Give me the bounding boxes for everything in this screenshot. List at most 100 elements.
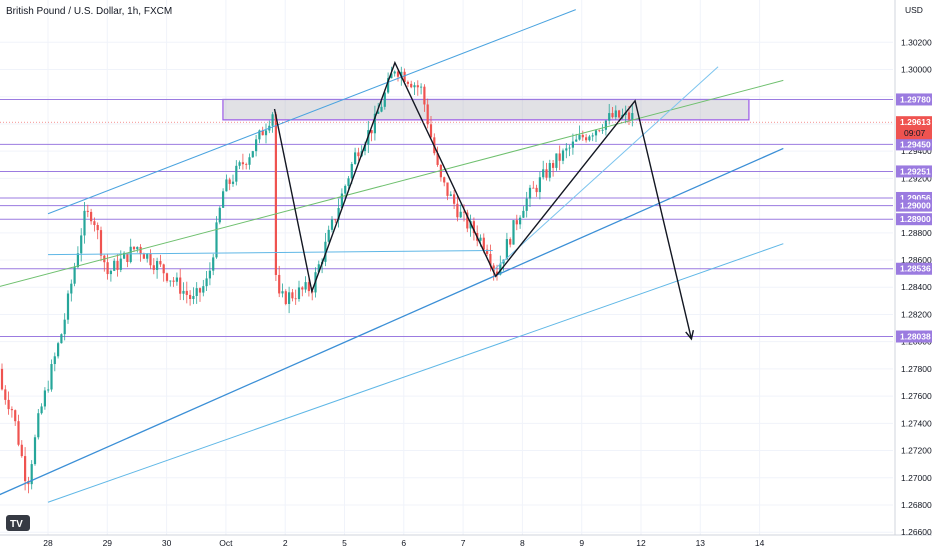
time-tick: Oct	[219, 538, 233, 548]
pattern-zigzag[interactable]	[273, 60, 693, 340]
candle-body	[195, 288, 198, 297]
candle-body	[505, 239, 508, 260]
candle-body	[159, 261, 162, 265]
candle-body	[93, 221, 96, 226]
candle-body	[548, 163, 551, 178]
candle-body	[198, 288, 202, 293]
price-axis[interactable]: 1.302001.300001.298001.296001.294001.292…	[0, 37, 932, 537]
arrow-head[interactable]	[685, 330, 695, 341]
candle-body	[594, 130, 598, 136]
candle-body	[225, 179, 228, 192]
candle-body	[109, 270, 112, 275]
candle-body	[301, 287, 304, 290]
trendline[interactable]	[0, 147, 784, 498]
horizontal-levels[interactable]	[0, 98, 893, 338]
candle-body	[33, 437, 37, 465]
candle-body	[172, 280, 175, 282]
candle-body	[317, 264, 320, 273]
level-price-label: 1.29251	[900, 166, 931, 176]
candle-body	[357, 152, 360, 157]
candle-body	[14, 410, 17, 422]
candle-body	[373, 113, 376, 134]
candle-body	[0, 368, 4, 390]
candle-body	[185, 290, 188, 295]
candle-body	[618, 110, 621, 118]
candle-body	[462, 211, 466, 213]
candle-body	[258, 130, 261, 140]
candle-body	[274, 114, 277, 275]
candle-body	[469, 221, 472, 229]
level-price-tag[interactable]	[896, 213, 932, 226]
grid	[0, 0, 932, 536]
level-price-tag[interactable]	[896, 199, 932, 212]
candle-body	[492, 265, 495, 272]
candle-body	[519, 217, 522, 225]
candle-body	[627, 112, 631, 120]
time-tick: 8	[520, 538, 525, 548]
price-tick: 1.28600	[901, 255, 932, 265]
candle-body	[538, 177, 541, 193]
last-price-tag[interactable]	[896, 116, 932, 140]
candlesticks	[0, 66, 634, 494]
time-tick: 9	[579, 538, 584, 548]
candle-body	[136, 246, 139, 250]
candle-body	[7, 399, 10, 410]
candle-body	[337, 208, 340, 220]
trendline[interactable]	[47, 243, 784, 503]
candle-body	[558, 153, 561, 161]
candle-body	[202, 286, 205, 293]
level-price-tag[interactable]	[896, 138, 932, 151]
candle-body	[340, 193, 343, 209]
candle-body	[222, 191, 225, 208]
candle-body	[10, 409, 13, 411]
candle-body	[218, 207, 221, 223]
candle-body	[561, 150, 565, 161]
candle-body	[86, 210, 89, 212]
time-tick: 5	[342, 538, 347, 548]
time-axis[interactable]: 28 29 30 Oct 2 5 6 7 8 9 12 13 14	[43, 538, 764, 548]
level-price-tag[interactable]	[896, 262, 932, 275]
candle-body	[443, 177, 446, 183]
candle-body	[119, 258, 122, 270]
candle-body	[555, 153, 558, 168]
level-price-tag[interactable]	[896, 330, 932, 343]
price-tick: 1.27400	[901, 418, 932, 428]
candle-body	[482, 237, 485, 250]
time-tick: 30	[162, 538, 172, 548]
candle-body	[169, 280, 172, 282]
trendline[interactable]	[0, 79, 784, 288]
candle-body	[179, 277, 182, 294]
candle-body	[162, 264, 165, 274]
trendline[interactable]	[492, 66, 719, 272]
candle-body	[495, 271, 499, 275]
level-price-tag[interactable]	[896, 165, 932, 178]
candle-body	[304, 282, 307, 290]
price-tick: 1.28200	[901, 309, 932, 319]
candle-body	[363, 144, 367, 152]
pattern-drawing[interactable]	[273, 60, 695, 341]
candle-body	[439, 164, 442, 178]
price-tick: 1.28400	[901, 282, 932, 292]
candle-body	[466, 212, 469, 229]
level-price-tag[interactable]	[896, 93, 932, 106]
candle-body	[307, 282, 310, 292]
candle-body	[165, 273, 169, 281]
candle-body	[96, 225, 99, 231]
candle-body	[370, 130, 373, 134]
candle-body	[377, 111, 380, 114]
watermark-logo: TV	[6, 515, 30, 531]
price-tick: 1.30200	[901, 37, 932, 47]
candle-body	[255, 139, 258, 152]
trendline[interactable]	[47, 250, 493, 256]
candle-body	[50, 364, 53, 390]
time-tick: 2	[283, 538, 288, 548]
trendlines[interactable]	[0, 9, 784, 503]
candle-body	[116, 260, 119, 270]
candle-body	[608, 113, 611, 121]
candle-body	[63, 319, 66, 335]
candle-body	[132, 246, 136, 250]
candle-body	[37, 413, 40, 438]
trendline[interactable]	[47, 9, 576, 215]
currency-label[interactable]: USD	[905, 5, 923, 15]
